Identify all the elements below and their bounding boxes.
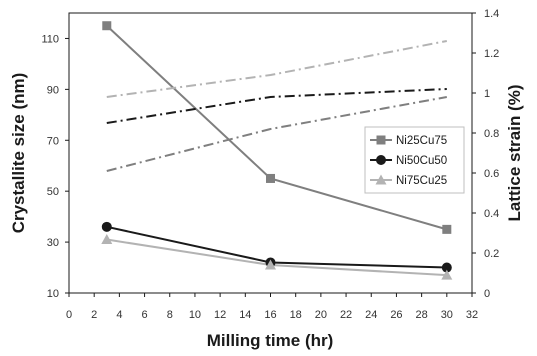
series-line-5 (106, 88, 447, 124)
legend: Ni25Cu75 Ni50Cu50 Ni75Cu25 (364, 126, 465, 194)
x-tick-label: 0 (66, 309, 72, 321)
y-tick-label: 90 (47, 84, 59, 96)
y2-tick-label: 1 (484, 88, 490, 100)
y2-tick-label: 0 (484, 288, 490, 300)
x-tick-label: 4 (116, 309, 122, 321)
legend-marker (376, 155, 386, 165)
legend-item: Ni25Cu75 (370, 135, 447, 147)
y2-tick-label: 0.8 (484, 128, 499, 140)
legend-item: Ni75Cu25 (370, 174, 447, 187)
y2-tick-label: 1.2 (484, 48, 499, 60)
y2-tick-label: 0.2 (484, 248, 499, 260)
y-tick-label: 30 (47, 237, 59, 249)
x-tick-label: 16 (264, 309, 276, 321)
legend-label: Ni25Cu75 (396, 135, 447, 147)
data-point (102, 21, 112, 31)
y2-tick-label: 1.4 (484, 8, 499, 20)
x-axis-title: Milling time (hr) (207, 331, 334, 350)
right-axis-ticks: 0 0.2 0.4 0.6 0.8 1 1.2 1.4 (472, 8, 499, 300)
x-tick-label: 24 (365, 309, 377, 321)
y2-tick-label: 0.4 (484, 208, 499, 220)
x-tick-label: 12 (214, 309, 226, 321)
legend-label: Ni75Cu25 (396, 175, 447, 187)
series-line-4 (106, 96, 447, 172)
data-point (266, 173, 275, 183)
legend-marker (376, 135, 386, 145)
legend-label: Ni50Cu50 (396, 155, 447, 167)
left-axis-title: Crystallite size (nm) (9, 73, 28, 234)
x-tick-label: 8 (167, 309, 173, 321)
y-tick-label: 50 (47, 186, 59, 198)
series-line-3 (106, 238, 447, 277)
x-tick-label: 10 (189, 309, 201, 321)
series-line-6 (106, 40, 448, 98)
y-tick-label: 70 (47, 135, 59, 147)
legend-marker (375, 174, 387, 185)
y-tick-label: 10 (47, 288, 59, 300)
left-axis-ticks: 10 30 50 70 90 110 (41, 33, 69, 300)
x-tick-label: 30 (441, 309, 453, 321)
data-point (441, 262, 452, 273)
x-tick-label: 20 (315, 309, 327, 321)
series-markers (101, 21, 453, 280)
x-tick-label: 14 (239, 309, 251, 321)
data-point (441, 269, 453, 280)
y2-tick-label: 0.6 (484, 168, 499, 180)
x-tick-label: 32 (466, 309, 478, 321)
y-tick-label: 110 (41, 33, 59, 45)
legend-item: Ni50Cu50 (370, 155, 447, 167)
x-axis-ticks: 0 2 4 6 8 10 12 14 16 18 20 22 24 26 28 30 32 (66, 293, 478, 321)
data-point (265, 259, 276, 270)
x-tick-label: 2 (91, 309, 97, 321)
x-tick-label: 6 (142, 309, 148, 321)
data-point (101, 221, 112, 232)
data-point (442, 224, 452, 234)
x-tick-label: 28 (416, 309, 428, 321)
x-tick-label: 22 (340, 309, 352, 321)
data-point (101, 234, 113, 245)
right-axis-title: Lattice strain (%) (505, 85, 524, 222)
x-tick-label: 26 (390, 309, 402, 321)
x-tick-label: 18 (290, 309, 302, 321)
